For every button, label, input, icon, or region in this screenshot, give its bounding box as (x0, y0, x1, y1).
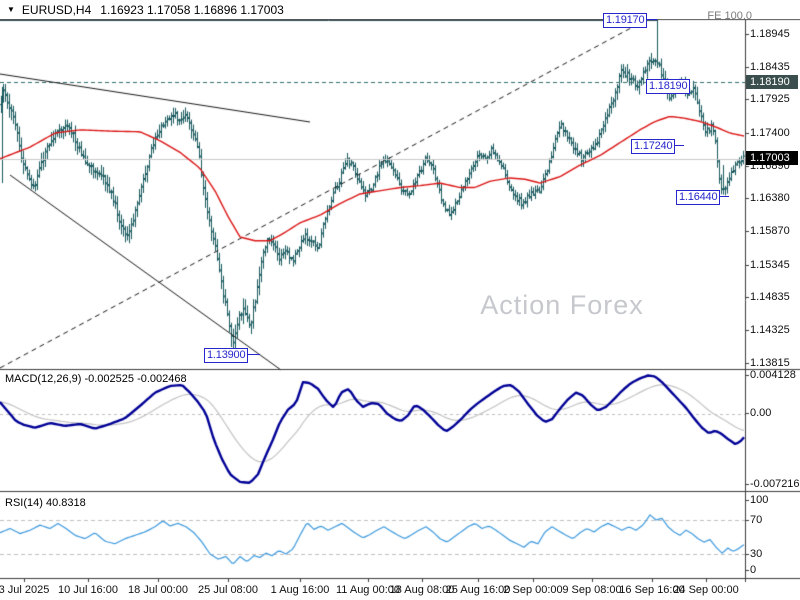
symbol-dropdown-icon[interactable]: ▼ (7, 5, 15, 14)
time-axis-label: 25 Aug 16:00 (445, 584, 511, 596)
label-connector (675, 145, 684, 146)
time-axis-label: 16 Sep 16:00 (619, 584, 685, 596)
label-connector (647, 19, 657, 20)
price-axis-tag: 1.18190 (746, 75, 798, 89)
y-axis-tick-label: 0.00 (750, 407, 772, 419)
y-axis-tick-label: 1.18435 (750, 61, 790, 73)
price-axis-tag: 1.17003 (746, 151, 798, 165)
price-level-label-box[interactable]: 1.16440 (676, 190, 721, 205)
y-axis-tick-label: 1.14835 (750, 291, 790, 303)
y-axis-tick-label: 1.13815 (750, 357, 790, 369)
y-axis-tick-label: 70 (750, 514, 763, 526)
time-axis-label: 1 Aug 16:00 (270, 584, 330, 596)
y-axis-tick-label: 0 (750, 564, 757, 576)
price-level-label-box[interactable]: 1.19170 (603, 13, 648, 28)
y-axis-tick-label: 30 (750, 548, 763, 560)
fib-expansion-label[interactable]: FE 100.0 (707, 10, 752, 22)
titlebar: ▼ EURUSD,H4 1.16923 1.17058 1.16896 1.17… (0, 0, 800, 19)
y-axis-tick-label: 1.16380 (750, 192, 790, 204)
y-axis-tick-label: 1.15345 (750, 259, 790, 271)
time-axis-label: 18 Jul 00:00 (128, 584, 188, 596)
y-axis-tick-label: 1.17925 (750, 93, 790, 105)
chart-title-ohlc: 1.16923 1.17058 1.16896 1.17003 (100, 2, 284, 17)
time-axis-label: 25 Jul 08:00 (198, 584, 258, 596)
y-axis-tick-label: 100 (750, 494, 769, 506)
y-axis-tick-label: 0.004128 (750, 369, 796, 381)
time-axis-label: 24 Sep 00:00 (673, 584, 739, 596)
time-axis-label: 10 Jul 16:00 (58, 584, 118, 596)
chart-title-symbol: EURUSD,H4 (21, 2, 92, 17)
time-axis-label: 11 Aug 00:00 (335, 584, 401, 596)
y-axis-tick-label: 1.14325 (750, 324, 790, 336)
y-axis-tick-label: 1.17400 (750, 127, 790, 139)
price-level-label-box[interactable]: 1.18190 (646, 79, 691, 94)
y-axis-tick-label: 1.15870 (750, 225, 790, 237)
time-axis-label: 18 Aug 08:00 (389, 584, 455, 596)
time-axis-label: 9 Sep 08:00 (562, 584, 622, 596)
y-axis-tick-label: 1.18945 (750, 28, 790, 40)
y-axis-tick-label: -0.007216 (750, 478, 800, 490)
watermark: Action Forex (480, 290, 644, 320)
time-axis-label: 2 Sep 00:00 (503, 584, 563, 596)
rsi-label: RSI(14) 40.8318 (5, 497, 86, 509)
time-axis-label: 3 Jul 2025 (0, 584, 50, 596)
price-level-label-box[interactable]: 1.13900 (204, 348, 249, 363)
label-connector (248, 354, 260, 355)
price-level-label-box[interactable]: 1.17240 (631, 139, 676, 154)
macd-label: MACD(12,26,9) -0.002525 -0.002468 (5, 373, 187, 385)
label-connector (720, 196, 729, 197)
